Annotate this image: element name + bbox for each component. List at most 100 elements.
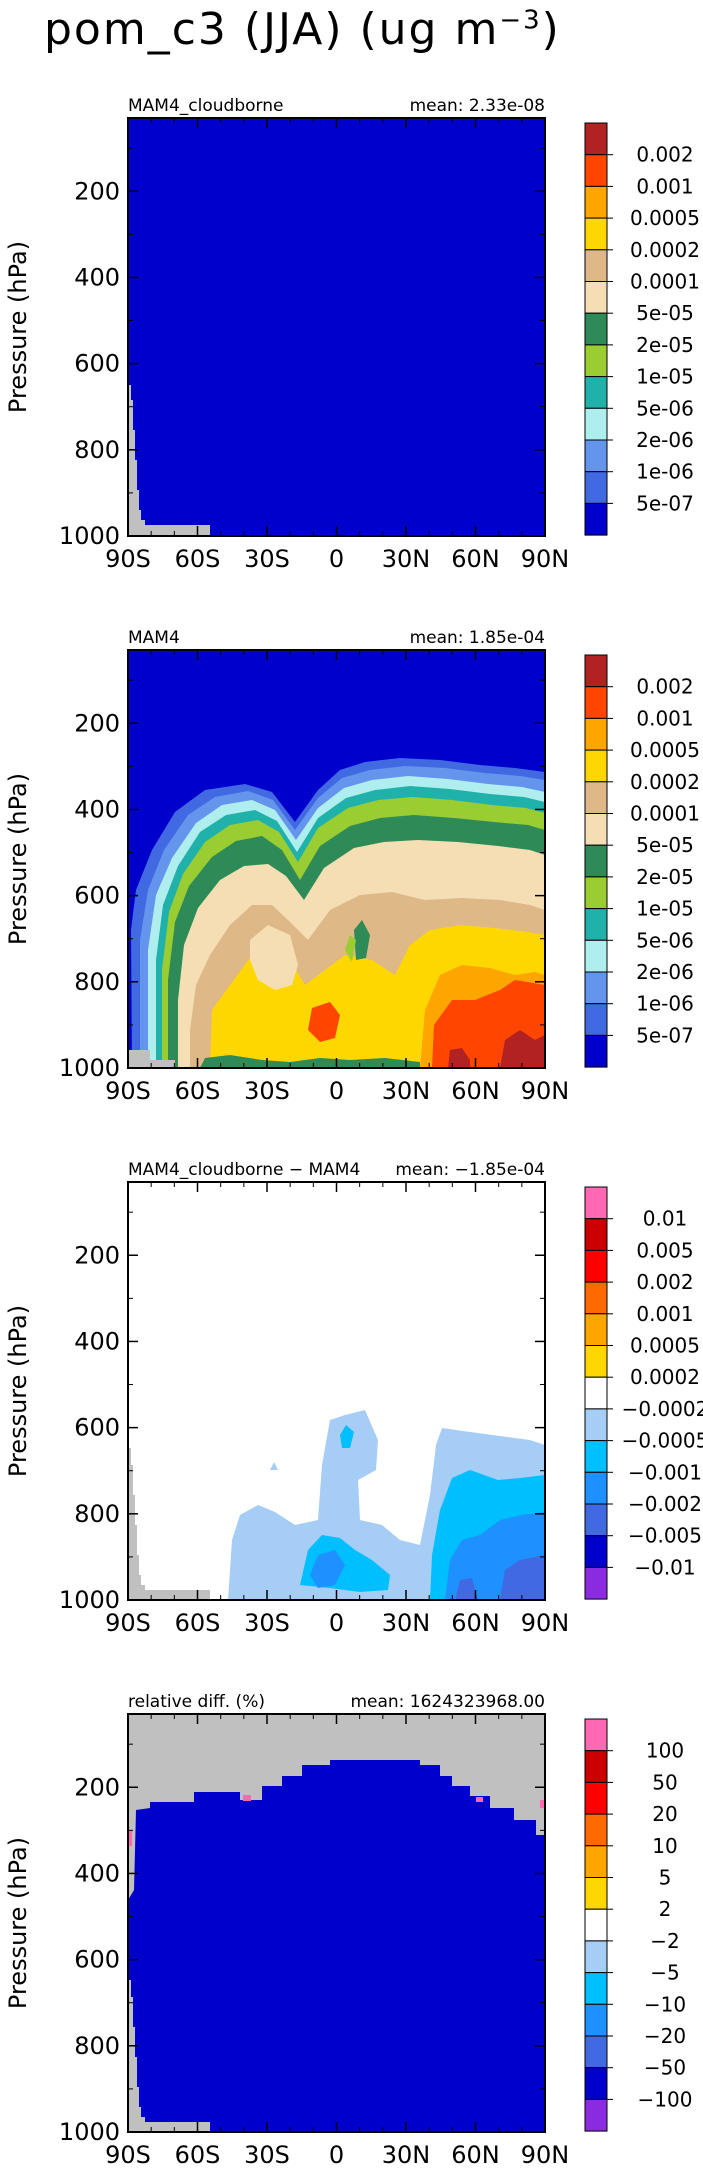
y-axis-label: Pressure (hPa) (4, 1837, 32, 2009)
legend-swatch (584, 281, 608, 314)
x-tick-label: 0 (329, 1609, 344, 1637)
legend-label: 10 (652, 1834, 677, 1858)
legend-label: 5e-05 (636, 301, 694, 325)
x-tick-label: 30S (244, 545, 290, 573)
legend-swatch (584, 1345, 608, 1378)
legend-label: 0.0001 (630, 802, 700, 826)
panel-2-missing-region (128, 1050, 175, 1068)
legend-label: −10 (644, 1992, 686, 2016)
y-tick-label: 200 (74, 1773, 120, 1801)
panel-1-legend: 0.002 0.001 0.0005 0.0002 0.0001 5e-05 2e-05 1e… (584, 122, 700, 536)
panel-2-legend: 0.002 0.001 0.0005 0.0002 0.0001 5e-05 2e-05 1e… (584, 654, 700, 1068)
legend-label: 0.001 (636, 1302, 693, 1326)
x-tick-label: 60S (175, 1077, 221, 1105)
legend-swatch (584, 407, 608, 441)
legend-swatch (584, 2035, 608, 2069)
legend-label: 0.002 (636, 143, 693, 167)
x-tick-label: 30S (244, 1077, 290, 1105)
legend-swatch (584, 1503, 608, 1537)
panel-4-pink-3 (128, 1830, 132, 1846)
legend-label: 0.0005 (630, 1334, 700, 1358)
legend-label: 20 (652, 1802, 677, 1826)
x-tick-label: 90S (105, 545, 151, 573)
y-tick-label: 600 (74, 882, 120, 910)
panel-4-axes: relative diff. (%) mean: 1624323968.00 200… (4, 1692, 569, 2169)
panel-4-pink-1 (243, 1795, 251, 1801)
legend-swatch (584, 939, 608, 973)
x-tick-label: 60N (451, 545, 500, 573)
y-tick-label: 400 (74, 263, 120, 291)
legend-swatch (584, 1781, 608, 1815)
legend-swatch (584, 249, 608, 283)
legend-label: 2e-06 (636, 428, 694, 452)
y-axis-label: Pressure (hPa) (4, 241, 32, 413)
legend-swatch (584, 1186, 608, 1220)
panel-3-band-neg-002 (500, 1555, 545, 1600)
y-tick-label: 800 (74, 436, 120, 464)
legend-swatch (584, 1218, 608, 1251)
legend-label: 5e-07 (636, 491, 694, 515)
panel-4-field (128, 1714, 545, 2132)
panel-title: relative diff. (%) (128, 1692, 265, 1712)
x-tick-label: 60S (175, 545, 221, 573)
y-tick-label: 200 (74, 709, 120, 737)
legend-label: −20 (644, 2024, 686, 2048)
legend-label: 2e-06 (636, 960, 694, 984)
panel-2-island-beige (250, 925, 298, 990)
panel-2-surface-green (200, 1055, 420, 1068)
legend-label: −50 (644, 2056, 686, 2080)
page-title: pom_c3 (JJA) (ug m−3) (44, 4, 561, 55)
x-tick-label: 30N (382, 545, 431, 573)
panel-4-legend: 100 50 20 10 5 2 −2 −5 −10 −20 −50 −100 (584, 1718, 693, 2132)
panel-3-field (128, 1182, 545, 1600)
x-tick-label: 30N (382, 1609, 431, 1637)
legend-swatch (584, 686, 608, 719)
y-tick-label: 1000 (59, 1054, 120, 1082)
y-tick-label: 200 (74, 1241, 120, 1269)
legend-swatch (584, 1566, 608, 1600)
legend-swatch (584, 471, 608, 504)
legend-swatch (584, 1718, 608, 1752)
y-tick-label: 1000 (59, 2118, 120, 2146)
legend-swatch (584, 1440, 608, 1473)
panel-mean-label: mean: −1.85e-04 (395, 1160, 545, 1180)
y-tick-label: 600 (74, 1946, 120, 1974)
legend-swatch (584, 1313, 608, 1347)
legend-label: 0.0005 (630, 206, 700, 230)
legend-swatch (584, 2098, 608, 2132)
panel-title: MAM4_cloudborne (128, 96, 283, 116)
y-tick-label: 200 (74, 177, 120, 205)
x-tick-label: 0 (329, 2141, 344, 2169)
legend-label: 5e-05 (636, 833, 694, 857)
panel-2-island-lightgreen (345, 935, 356, 962)
panel-2-field (128, 650, 545, 1068)
legend-swatch (584, 1908, 608, 1942)
legend-swatch (584, 185, 608, 219)
legend-label: 100 (646, 1739, 684, 1763)
x-tick-label: 60N (451, 1077, 500, 1105)
legend-label: 0.002 (636, 1270, 693, 1294)
panel-title: MAM4 (128, 628, 180, 648)
legend-label: 2e-05 (636, 865, 694, 889)
y-axis-label: Pressure (hPa) (4, 1305, 32, 1477)
legend-label: 0.0001 (630, 270, 700, 294)
x-tick-label: 90N (521, 2141, 570, 2169)
legend-label: −0.005 (628, 1524, 702, 1548)
legend-swatch (584, 1940, 608, 1974)
panel-2-island-green (354, 920, 370, 960)
panel-2-band-2e-03-b (308, 1002, 340, 1042)
panel-3-band-neg-002-b (455, 1578, 478, 1600)
panel-4-missing-region (128, 1980, 210, 2132)
legend-swatch (584, 813, 608, 846)
x-tick-label: 90N (521, 545, 570, 573)
legend-label: 0.0002 (630, 770, 700, 794)
legend-swatch (584, 1034, 608, 1068)
legend-swatch (584, 2067, 608, 2100)
legend-label: 5e-06 (636, 928, 694, 952)
legend-label: 5e-07 (636, 1023, 694, 1047)
legend-swatch (584, 1003, 608, 1036)
x-tick-label: 90N (521, 1609, 570, 1637)
x-tick-label: 30S (244, 1609, 290, 1637)
legend-label: −100 (638, 2087, 693, 2111)
panel-mean-label: mean: 1624323968.00 (350, 1692, 545, 1712)
